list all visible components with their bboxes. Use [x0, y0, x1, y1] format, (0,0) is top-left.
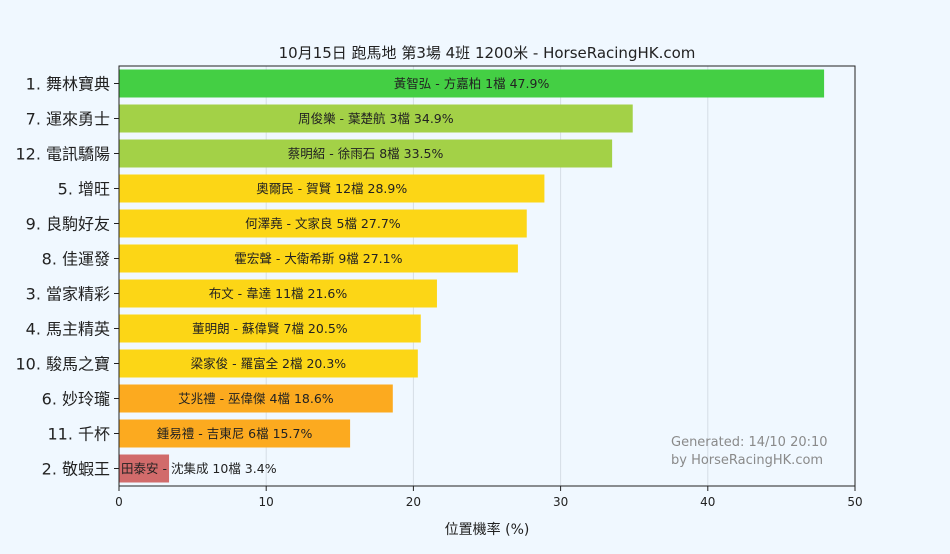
watermark-line: Generated: 14/10 20:10 [671, 435, 828, 450]
bar-data-label: 蔡明紹 - 徐雨石 8檔 33.5% [288, 146, 444, 161]
bar [119, 244, 518, 273]
bar [119, 139, 613, 168]
y-tick-label: 1. 舞林寶典 [26, 75, 110, 94]
x-tick-labels: 0 10 20 30 40 50 [115, 486, 863, 509]
bar [119, 349, 418, 378]
bar-data-label: 布文 - 韋達 11檔 21.6% [209, 286, 348, 301]
bar-data-label: 董明朗 - 蘇偉賢 7檔 20.5% [192, 321, 348, 336]
y-tick-label: 5. 增旺 [58, 180, 110, 199]
bar-data-label: 何澤堯 - 文家良 5檔 27.7% [245, 216, 401, 231]
bar [119, 454, 170, 483]
bar-data-label: 霍宏聲 - 大衛希斯 9檔 27.1% [234, 251, 402, 266]
x-axis-label: 位置機率 (%) [445, 521, 530, 538]
bar-data-label: 梁家俊 - 羅富全 2檔 20.3% [191, 356, 347, 371]
bar-data-label: 黃智弘 - 方嘉柏 1檔 47.9% [394, 76, 550, 91]
x-tick-label: 50 [847, 495, 862, 509]
bar [119, 209, 527, 238]
bar-data-label: 周俊樂 - 葉楚航 3檔 34.9% [298, 111, 454, 126]
y-tick-label: 3. 當家精彩 [26, 285, 110, 304]
bar [119, 104, 633, 133]
bar-data-label: 奧爾民 - 賀賢 12檔 28.9% [256, 181, 407, 196]
chart-title: 10月15日 跑馬地 第3場 4班 1200米 - HorseRacingHK.… [279, 44, 696, 62]
bar [119, 69, 825, 98]
y-tick-label: 11. 千杯 [47, 425, 110, 444]
bar [119, 314, 421, 343]
y-tick-label: 7. 運來勇士 [26, 110, 110, 129]
y-tick-label: 2. 敬蝦王 [42, 460, 110, 479]
y-tick-label: 10. 駿馬之寶 [15, 355, 110, 374]
bar-data-label: 田泰安 - 沈集成 10檔 3.4% [121, 461, 277, 476]
x-tick-label: 30 [553, 495, 568, 509]
watermark-line: by HorseRacingHK.com [671, 453, 823, 468]
bar [119, 419, 351, 448]
bar [119, 279, 437, 308]
x-tick-label: 20 [406, 495, 421, 509]
y-tick-label: 6. 妙玲瓏 [42, 390, 110, 409]
y-tick-label: 12. 電訊驕陽 [15, 145, 110, 164]
bars: 黃智弘 - 方嘉柏 1檔 47.9% 周俊樂 - 葉楚航 3檔 34.9% 蔡明紹 … [119, 69, 825, 483]
y-tick-labels: 1. 舞林寶典 7. 運來勇士 12. 電訊驕陽 5. 增旺 9. 良駒好友 8. 佳運發… [15, 75, 119, 479]
x-tick-label: 40 [700, 495, 715, 509]
x-tick-label: 10 [259, 495, 274, 509]
y-tick-label: 9. 良駒好友 [26, 215, 110, 234]
y-tick-label: 8. 佳運發 [42, 250, 110, 269]
bar-data-label: 艾兆禮 - 巫偉傑 4檔 18.6% [178, 391, 334, 406]
bar-data-label: 鍾易禮 - 吉東尼 6檔 15.7% [157, 426, 313, 441]
x-tick-label: 0 [115, 495, 123, 509]
plot-frame [118, 65, 856, 487]
watermark: Generated: 14/10 20:10 by HorseRacingHK.c… [671, 435, 828, 468]
bar [119, 384, 393, 413]
y-tick-label: 4. 馬主精英 [26, 320, 110, 339]
bar [119, 174, 545, 203]
